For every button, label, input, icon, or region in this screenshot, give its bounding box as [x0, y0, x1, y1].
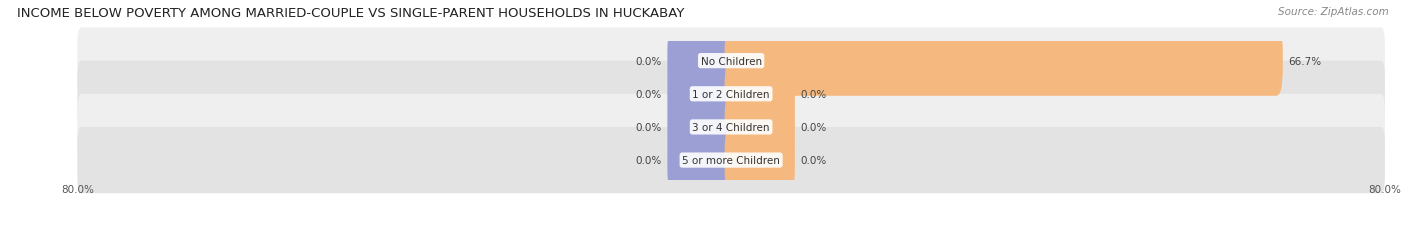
Text: 0.0%: 0.0% — [800, 89, 827, 99]
FancyBboxPatch shape — [668, 59, 738, 129]
Text: INCOME BELOW POVERTY AMONG MARRIED-COUPLE VS SINGLE-PARENT HOUSEHOLDS IN HUCKABA: INCOME BELOW POVERTY AMONG MARRIED-COUPL… — [17, 7, 685, 20]
Text: 0.0%: 0.0% — [636, 122, 662, 132]
FancyBboxPatch shape — [668, 125, 738, 195]
Text: 0.0%: 0.0% — [800, 122, 827, 132]
FancyBboxPatch shape — [77, 28, 1385, 94]
FancyBboxPatch shape — [77, 94, 1385, 160]
FancyBboxPatch shape — [77, 127, 1385, 193]
FancyBboxPatch shape — [77, 61, 1385, 127]
Text: 3 or 4 Children: 3 or 4 Children — [692, 122, 770, 132]
Text: 66.7%: 66.7% — [1288, 56, 1322, 66]
FancyBboxPatch shape — [724, 26, 1282, 96]
FancyBboxPatch shape — [668, 92, 738, 162]
Text: 5 or more Children: 5 or more Children — [682, 155, 780, 165]
FancyBboxPatch shape — [724, 92, 794, 162]
Text: 0.0%: 0.0% — [636, 56, 662, 66]
FancyBboxPatch shape — [724, 59, 794, 129]
FancyBboxPatch shape — [724, 125, 794, 195]
Text: 0.0%: 0.0% — [800, 155, 827, 165]
Text: 0.0%: 0.0% — [636, 89, 662, 99]
Text: 0.0%: 0.0% — [636, 155, 662, 165]
FancyBboxPatch shape — [668, 26, 738, 96]
Text: 1 or 2 Children: 1 or 2 Children — [692, 89, 770, 99]
Text: Source: ZipAtlas.com: Source: ZipAtlas.com — [1278, 7, 1389, 17]
Text: No Children: No Children — [700, 56, 762, 66]
